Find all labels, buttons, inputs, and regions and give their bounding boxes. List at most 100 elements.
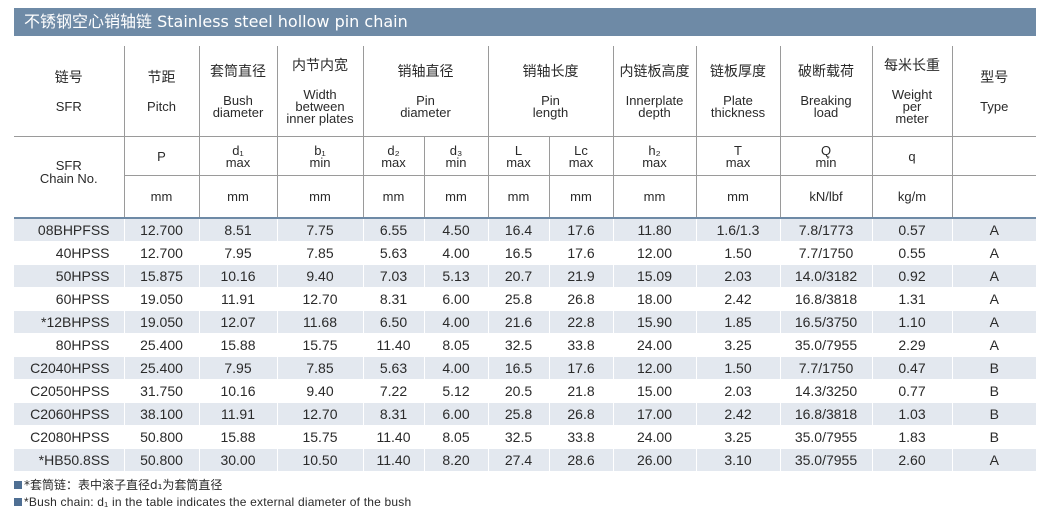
- spec-table: 链号 SFR 节距 Pitch 套筒直径 Bush diameter 内节内宽 Width bet…: [14, 46, 1036, 472]
- value-cell: 50.800: [124, 425, 200, 449]
- value-cell: 16.5: [488, 241, 550, 265]
- model-cell: *HB50.8SS: [14, 448, 125, 472]
- value-cell: 2.03: [696, 379, 781, 403]
- limit: max: [642, 154, 667, 170]
- value-cell: 7.8/1773: [780, 219, 873, 242]
- value-cell: B: [952, 425, 1036, 449]
- value-cell: 10.50: [277, 448, 364, 472]
- header-row-names: 链号 SFR 节距 Pitch 套筒直径 Bush diameter 内节内宽 Width bet…: [14, 46, 1036, 137]
- header-zh: 内链板高度: [619, 63, 690, 80]
- model-cell: 08BHPFSS: [14, 219, 125, 242]
- header-cell: 套筒直径 Bush diameter: [199, 46, 278, 137]
- value-cell: 11.40: [363, 333, 425, 357]
- value-cell: 12.00: [613, 356, 697, 380]
- value-cell: 19.050: [124, 287, 200, 311]
- header-zh: 销轴直径: [397, 63, 454, 80]
- unit-cell: mm: [613, 175, 697, 218]
- value-cell: 17.6: [549, 241, 614, 265]
- value-cell: 5.13: [424, 264, 489, 288]
- value-cell: 3.25: [696, 425, 781, 449]
- unit-cell: kN/lbf: [780, 175, 873, 218]
- value-cell: 14.3/3250: [780, 379, 873, 403]
- value-cell: 35.0/7955: [780, 425, 873, 449]
- value-cell: 12.00: [613, 241, 697, 265]
- value-cell: 2.42: [696, 402, 781, 426]
- value-cell: 12.700: [124, 241, 200, 265]
- value-cell: 1.31: [872, 287, 953, 311]
- value-cell: 2.60: [872, 448, 953, 472]
- value-cell: B: [952, 379, 1036, 403]
- value-cell: 33.8: [549, 425, 614, 449]
- header-cell: 节距 Pitch: [124, 46, 200, 137]
- model-cell: C2040HPSS: [14, 356, 125, 380]
- value-cell: 8.05: [424, 425, 489, 449]
- table-header: 链号 SFR 节距 Pitch 套筒直径 Bush diameter 内节内宽 Width bet…: [14, 46, 1036, 220]
- value-cell: A: [952, 448, 1036, 472]
- value-cell: 1.83: [872, 425, 953, 449]
- table-row: 50HPSS 15.875 10.16 9.40 7.03 5.13 20.7 21.9 15.…: [14, 264, 1036, 288]
- value-cell: 21.6: [488, 310, 550, 334]
- value-cell: 7.85: [277, 356, 364, 380]
- value-cell: 15.90: [613, 310, 697, 334]
- value-cell: 4.00: [424, 310, 489, 334]
- limit: max: [381, 154, 406, 170]
- symbol-cell: d₁ max: [199, 136, 278, 176]
- value-cell: B: [952, 356, 1036, 380]
- header-cell: 销轴长度 Pin length: [488, 46, 614, 137]
- value-cell: 6.00: [424, 287, 489, 311]
- limit: min: [309, 154, 331, 170]
- value-cell: 8.31: [363, 402, 425, 426]
- value-cell: 35.0/7955: [780, 448, 873, 472]
- table-row: *HB50.8SS 50.800 30.00 10.50 11.40 8.20 27.4 28…: [14, 448, 1036, 472]
- bullet-square-icon: [14, 498, 22, 506]
- header-en: Bush diameter: [212, 92, 264, 120]
- value-cell: 18.00: [613, 287, 697, 311]
- header-zh: 内节内宽: [292, 57, 348, 74]
- symbol-cell: d₃ min: [424, 136, 489, 176]
- value-cell: 6.00: [424, 402, 489, 426]
- value-cell: 12.07: [199, 310, 278, 334]
- value-cell: 22.8: [549, 310, 614, 334]
- limit: max: [568, 154, 594, 170]
- header-zh: 节距: [147, 69, 176, 86]
- model-cell: 50HPSS: [14, 264, 125, 288]
- limit: max: [225, 154, 251, 170]
- header-zh: 链号: [54, 69, 83, 86]
- value-cell: A: [952, 333, 1036, 357]
- header-zh: 销轴长度: [522, 63, 579, 80]
- value-cell: A: [952, 241, 1036, 265]
- value-cell: 7.03: [363, 264, 425, 288]
- header-en: Width between inner plates: [286, 86, 354, 126]
- value-cell: 3.10: [696, 448, 781, 472]
- header-zh: 型号: [980, 69, 1009, 86]
- header-zh: 套筒直径: [210, 63, 266, 80]
- value-cell: 35.0/7955: [780, 333, 873, 357]
- value-cell: A: [952, 310, 1036, 334]
- value-cell: 1.50: [696, 356, 781, 380]
- symbol: q: [908, 148, 916, 164]
- header-cell: 每米长重 Weight per meter: [872, 46, 953, 137]
- header-zh: 破断载荷: [798, 63, 854, 80]
- symbol: h₂: [648, 142, 661, 158]
- value-cell: 24.00: [613, 333, 697, 357]
- value-cell: 0.47: [872, 356, 953, 380]
- table-body: 08BHPFSS 12.700 8.51 7.75 6.55 4.50 16.4 17.6 11…: [14, 219, 1036, 472]
- value-cell: 8.05: [424, 333, 489, 357]
- header-cell: 内节内宽 Width between inner plates: [277, 46, 364, 137]
- header-en: Pitch: [147, 98, 176, 114]
- header-en: SFR: [55, 98, 82, 114]
- value-cell: 7.75: [277, 219, 364, 242]
- value-cell: A: [952, 264, 1036, 288]
- value-cell: 24.00: [613, 425, 697, 449]
- value-cell: A: [952, 219, 1036, 242]
- value-cell: 25.400: [124, 356, 200, 380]
- value-cell: 7.95: [199, 241, 278, 265]
- value-cell: 25.400: [124, 333, 200, 357]
- symbol: T: [734, 142, 742, 158]
- header-en: Breaking load: [800, 92, 852, 120]
- value-cell: 16.5: [488, 356, 550, 380]
- unit-cell: mm: [124, 175, 200, 218]
- value-cell: 3.25: [696, 333, 781, 357]
